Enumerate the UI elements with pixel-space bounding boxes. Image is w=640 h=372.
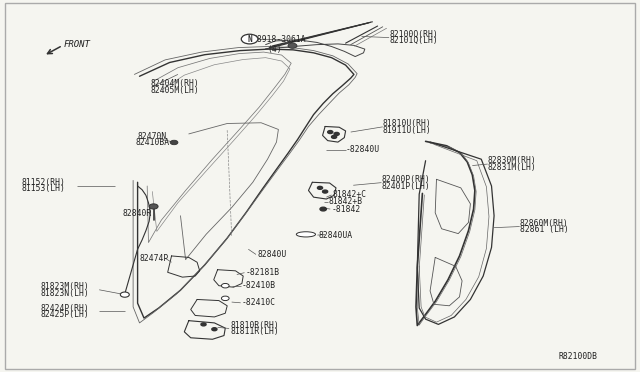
Circle shape (288, 43, 297, 48)
Text: 81810R(RH): 81810R(RH) (230, 321, 279, 330)
Circle shape (332, 135, 337, 138)
Text: 82830M(RH): 82830M(RH) (488, 156, 536, 165)
Circle shape (334, 132, 339, 135)
Circle shape (241, 34, 258, 44)
Text: -82840U: -82840U (346, 145, 380, 154)
Circle shape (170, 140, 178, 145)
Circle shape (328, 131, 333, 134)
Circle shape (221, 296, 229, 301)
Text: 82840U: 82840U (258, 250, 287, 259)
Ellipse shape (296, 232, 316, 237)
Text: R82100DB: R82100DB (558, 352, 597, 361)
Text: 82470N: 82470N (138, 132, 167, 141)
Text: 81810U(RH): 81810U(RH) (383, 119, 431, 128)
Circle shape (320, 207, 326, 211)
Text: 81911U(LH): 81911U(LH) (383, 126, 431, 135)
Text: 82860M(RH): 82860M(RH) (520, 219, 568, 228)
Text: -82410B: -82410B (242, 281, 276, 290)
Circle shape (120, 292, 129, 297)
Text: -82410C: -82410C (242, 298, 276, 307)
Text: 82861 (LH): 82861 (LH) (520, 225, 568, 234)
Text: 82404M(RH): 82404M(RH) (150, 79, 199, 88)
Circle shape (201, 323, 206, 326)
Text: 82400P(RH): 82400P(RH) (381, 175, 430, 184)
Text: 81842+C: 81842+C (333, 190, 367, 199)
Text: 82401P(LH): 82401P(LH) (381, 182, 430, 190)
Text: 81823N(LH): 81823N(LH) (40, 289, 89, 298)
Text: 82425P(LH): 82425P(LH) (40, 310, 89, 319)
Text: 82840R: 82840R (123, 209, 152, 218)
Circle shape (212, 328, 217, 331)
Text: 81842+B: 81842+B (329, 197, 363, 206)
Circle shape (221, 283, 229, 288)
Text: 82424P(RH): 82424P(RH) (40, 304, 89, 312)
Text: 81152(RH): 81152(RH) (22, 178, 66, 187)
Text: 82840UA: 82840UA (319, 231, 353, 240)
Text: 81823M(RH): 81823M(RH) (40, 282, 89, 291)
Circle shape (323, 190, 328, 193)
Text: 82831M(LH): 82831M(LH) (488, 163, 536, 172)
Text: 82100Q(RH): 82100Q(RH) (389, 30, 438, 39)
Text: -81842: -81842 (332, 205, 361, 214)
Text: N: N (247, 35, 252, 44)
Text: (4): (4) (268, 45, 282, 54)
Text: -82181B: -82181B (246, 268, 280, 277)
Text: 82474P: 82474P (140, 254, 169, 263)
Text: 82410BA: 82410BA (135, 138, 169, 147)
Text: 81811R(LH): 81811R(LH) (230, 327, 279, 336)
Text: 82101Q(LH): 82101Q(LH) (389, 36, 438, 45)
Text: 08918-3061A: 08918-3061A (253, 35, 307, 44)
Text: 81153(LH): 81153(LH) (22, 185, 66, 193)
Text: FRONT: FRONT (64, 40, 91, 49)
Text: 82405M(LH): 82405M(LH) (150, 86, 199, 95)
Circle shape (149, 204, 158, 209)
Circle shape (317, 186, 323, 189)
